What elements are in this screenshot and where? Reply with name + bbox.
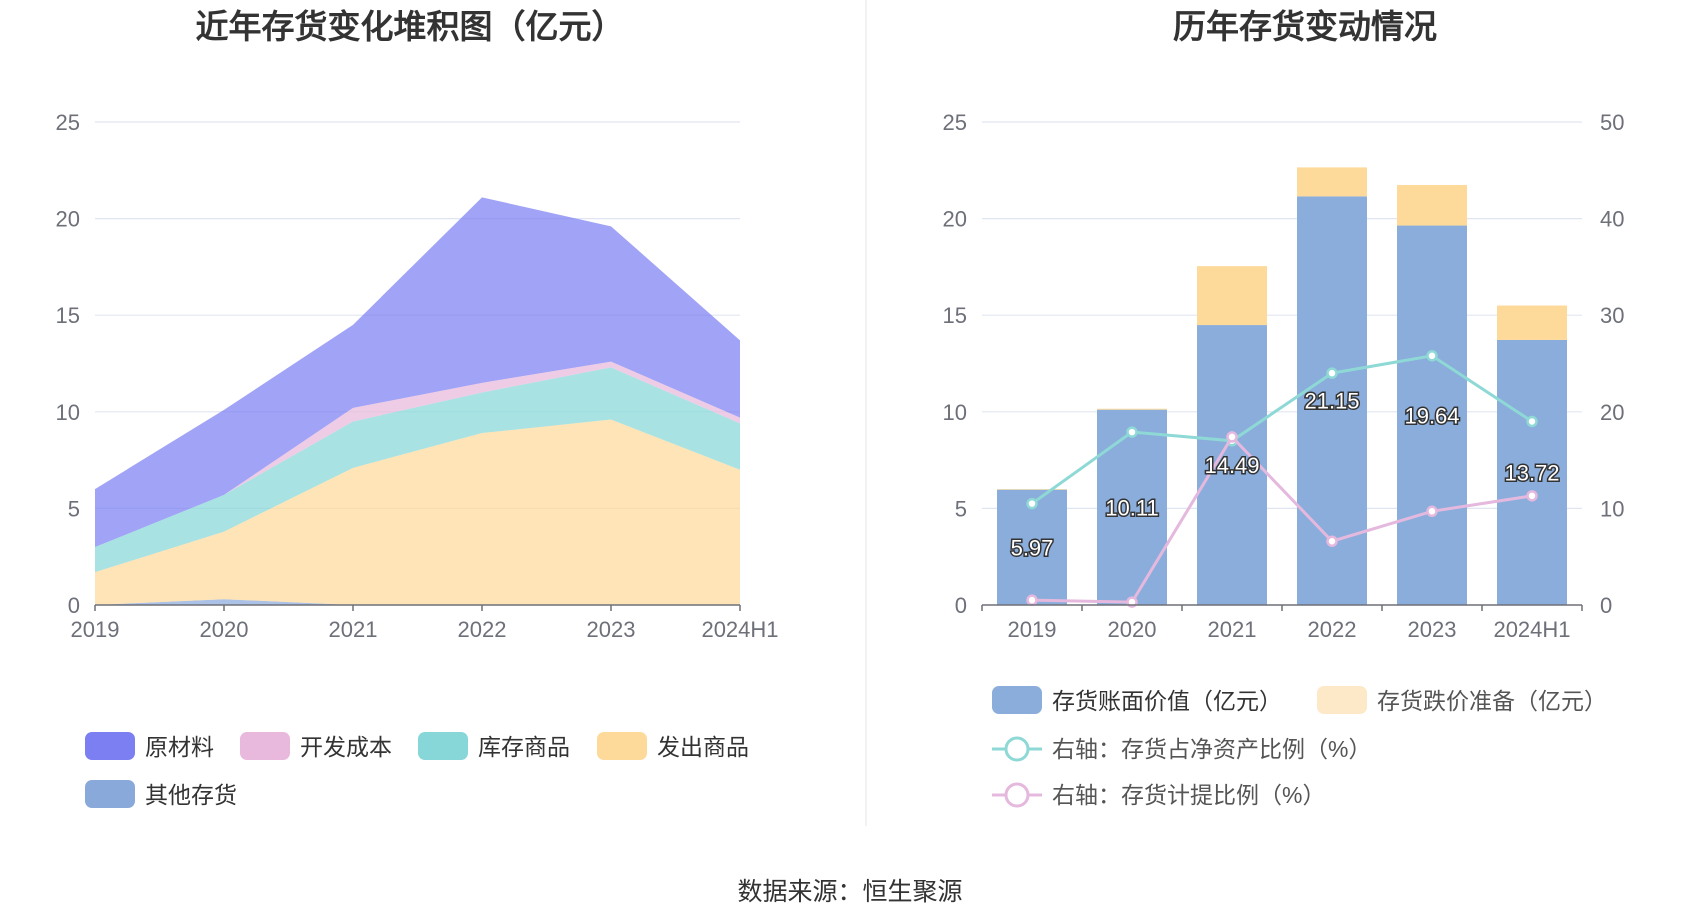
right-x-axis: 2019 2020 2021 2022 2023 2024H1 (981, 604, 1583, 642)
bar-存货跌价准备（亿元） (1197, 266, 1267, 326)
right-right-y-axis-ticks: 0 10 20 30 40 50 (1600, 110, 1624, 618)
legend-label: 其他存货 (145, 782, 237, 808)
right-right-y-tick-label: 20 (1600, 400, 1624, 425)
right-left-y-tick-label: 15 (943, 303, 967, 328)
line-point (1426, 505, 1438, 518)
legend-swatch (418, 732, 468, 760)
right-left-y-tick-label: 25 (943, 110, 967, 135)
legend-swatch (240, 732, 290, 760)
right-right-y-tick-label: 50 (1600, 110, 1624, 135)
left-x-tick-label: 2024H1 (701, 617, 778, 642)
right-x-tick-label: 2023 (1408, 617, 1457, 642)
line-point (1326, 367, 1338, 379)
right-x-tick-label: 2021 (1208, 617, 1257, 642)
legend-label: 开发成本 (300, 734, 392, 760)
data-source-note: 数据来源：恒生聚源 (737, 878, 962, 906)
area-series-其他存货 (95, 599, 740, 605)
legend-label: 发出商品 (657, 734, 749, 760)
legend-marker (1004, 736, 1030, 762)
line-右轴：存货计提比例（%） (1031, 434, 1533, 604)
bar-存货账面价值（亿元） (1497, 339, 1567, 605)
right-chart-title: 历年存货变动情况 (1173, 8, 1437, 45)
line-point (1026, 594, 1038, 606)
line-point (1026, 497, 1038, 510)
legend-label: 右轴：存货占净资产比例（%） (1052, 736, 1371, 762)
right-right-y-tick-label: 40 (1600, 207, 1624, 232)
legend-swatch (1317, 686, 1367, 714)
left-y-tick-label: 25 (56, 110, 80, 135)
legend-marker (1004, 782, 1030, 808)
legend-label: 存货跌价准备（亿元） (1377, 688, 1607, 714)
bar-存货跌价准备（亿元） (997, 489, 1067, 490)
left-y-axis-ticks: 0 5 10 15 20 25 (56, 110, 80, 618)
line-point (1326, 535, 1338, 547)
legend-label: 右轴：存货计提比例（%） (1052, 782, 1325, 808)
legend-swatch (597, 732, 647, 760)
line-point (1426, 350, 1438, 362)
right-left-y-tick-label: 20 (943, 207, 967, 232)
bar-value-label: 5.97 (1011, 535, 1054, 560)
left-stacked-area-chart: 近年存货变化堆积图（亿元） 0 5 10 15 20 25 2019 2020 2021 202… (56, 8, 779, 808)
bar-存货账面价值（亿元） (1397, 225, 1467, 605)
area-series-原材料 (95, 197, 740, 548)
line-point (1126, 426, 1138, 438)
left-x-axis: 2019 2020 2021 2022 2023 2024H1 (71, 604, 779, 642)
left-y-tick-label: 10 (56, 400, 80, 425)
right-x-tick-label: 2020 (1108, 617, 1157, 642)
right-left-y-axis-ticks: 0 5 10 15 20 25 (943, 110, 967, 618)
legend-label: 库存商品 (478, 734, 570, 760)
right-bar-series (997, 167, 1567, 605)
bar-存货跌价准备（亿元） (1497, 305, 1567, 340)
area-series-库存商品 (95, 367, 740, 573)
right-gridlines (982, 121, 1582, 509)
line-point (1526, 415, 1538, 428)
left-x-tick-label: 2022 (458, 617, 507, 642)
right-bar-value-labels: 5.97 10.11 14.49 21.15 19.64 13.72 (1009, 387, 1561, 562)
left-y-tick-label: 0 (68, 593, 80, 618)
right-x-tick-label: 2022 (1308, 617, 1357, 642)
left-area-series (95, 197, 740, 605)
area-series-发出商品 (95, 419, 740, 605)
bar-value-label: 21.15 (1304, 389, 1359, 414)
line-point (1526, 490, 1538, 502)
left-x-tick-label: 2021 (329, 617, 378, 642)
right-bar-line-chart: 历年存货变动情况 0 5 10 15 20 25 0 10 20 30 40 50 5.97 10.1… (943, 8, 1625, 808)
left-x-tick-label: 2020 (200, 617, 249, 642)
left-x-tick-label: 2023 (587, 617, 636, 642)
legend-swatch (85, 732, 135, 760)
legend-swatch (85, 780, 135, 808)
left-y-tick-label: 15 (56, 303, 80, 328)
bar-存货跌价准备（亿元） (1297, 167, 1367, 197)
bar-存货账面价值（亿元） (1097, 409, 1167, 605)
bar-value-label: 14.49 (1204, 453, 1259, 478)
right-left-y-tick-label: 0 (955, 593, 967, 618)
right-left-y-tick-label: 10 (943, 400, 967, 425)
bar-value-label: 19.64 (1404, 403, 1459, 428)
area-series-开发成本 (95, 361, 740, 548)
left-chart-title: 近年存货变化堆积图（亿元） (196, 8, 625, 45)
line-右轴：存货占净资产比例（%） (1031, 354, 1533, 505)
left-y-tick-label: 20 (56, 207, 80, 232)
legend-swatch (992, 686, 1042, 714)
left-x-tick-label: 2019 (71, 617, 120, 642)
line-point (1226, 431, 1238, 443)
bar-存货跌价准备（亿元） (1397, 184, 1467, 226)
bar-存货账面价值（亿元） (1197, 325, 1267, 605)
right-line-series (1026, 350, 1538, 608)
bar-存货跌价准备（亿元） (1097, 408, 1167, 410)
right-left-y-tick-label: 5 (955, 496, 967, 521)
legend-label: 原材料 (145, 734, 214, 760)
right-x-tick-label: 2024H1 (1493, 617, 1570, 642)
bar-value-label: 10.11 (1105, 495, 1158, 520)
right-right-y-tick-label: 10 (1600, 496, 1624, 521)
right-x-tick-label: 2019 (1008, 617, 1057, 642)
bar-value-label: 13.72 (1504, 460, 1559, 485)
right-right-y-tick-label: 0 (1600, 593, 1612, 618)
right-legend: 存货账面价值（亿元） 存货跌价准备（亿元）右轴：存货占净资产比例（%） 右轴：存货计… (992, 686, 1607, 808)
left-y-tick-label: 5 (68, 496, 80, 521)
legend-label: 存货账面价值（亿元） (1052, 688, 1282, 714)
right-right-y-tick-label: 30 (1600, 303, 1624, 328)
